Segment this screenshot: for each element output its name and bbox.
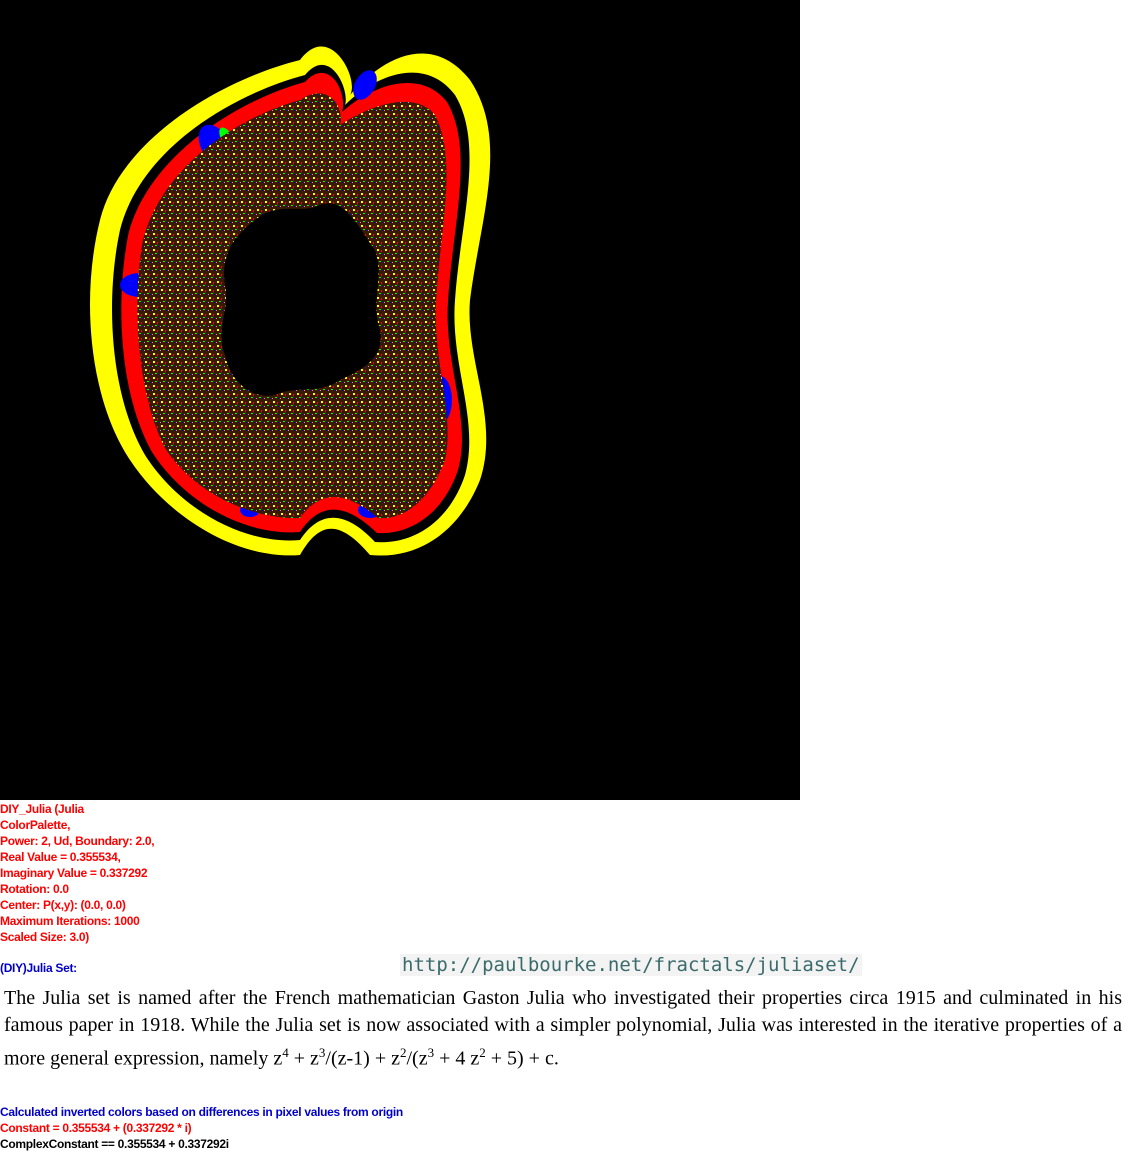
formula-part: + z [288, 1047, 319, 1070]
calc-note: Calculated inverted colors based on diff… [0, 1105, 403, 1119]
fractal-core [221, 203, 381, 396]
constant-line: Constant = 0.355534 + (0.337292 * i) [0, 1121, 192, 1135]
param-line: Imaginary Value = 0.337292 [0, 866, 148, 880]
fractal-canvas [0, 0, 800, 800]
formula-exp: 2 [399, 1045, 407, 1060]
description-paragraph: The Julia set is named after the French … [4, 985, 1122, 1073]
param-line: Scaled Size: 3.0) [0, 930, 89, 944]
param-line: Real Value = 0.355534, [0, 850, 121, 864]
formula-part: /(z-1) + z [325, 1047, 400, 1070]
formula-z: z [273, 1047, 283, 1070]
source-link[interactable]: http://paulbourke.net/fractals/juliaset/ [400, 954, 862, 976]
formula-part: + 5) + c. [485, 1047, 559, 1070]
formula-exp: 4 [282, 1045, 289, 1060]
formula-part: /(z [406, 1047, 428, 1070]
formula-exp: 3 [427, 1045, 435, 1060]
formula-exp: 3 [318, 1045, 326, 1060]
param-line: ColorPalette, [0, 818, 71, 832]
formula-part: + 4 z [434, 1047, 480, 1070]
formula-exp: 2 [479, 1045, 486, 1060]
param-line: Maximum Iterations: 1000 [0, 914, 140, 928]
description-text: The Julia set is named after the French … [4, 987, 1122, 1070]
param-line: Rotation: 0.0 [0, 882, 69, 896]
fractal-parameters: DIY_Julia (Julia ColorPalette, Power: 2,… [0, 801, 155, 945]
complex-constant-line: ComplexConstant == 0.355534 + 0.337292i [0, 1137, 229, 1151]
param-line: DIY_Julia (Julia [0, 802, 84, 816]
set-label: (DIY)Julia Set: [0, 961, 77, 975]
fractal-image [0, 0, 800, 800]
param-line: Center: P(x,y): (0.0, 0.0) [0, 898, 126, 912]
param-line: Power: 2, Ud, Boundary: 2.0, [0, 834, 155, 848]
